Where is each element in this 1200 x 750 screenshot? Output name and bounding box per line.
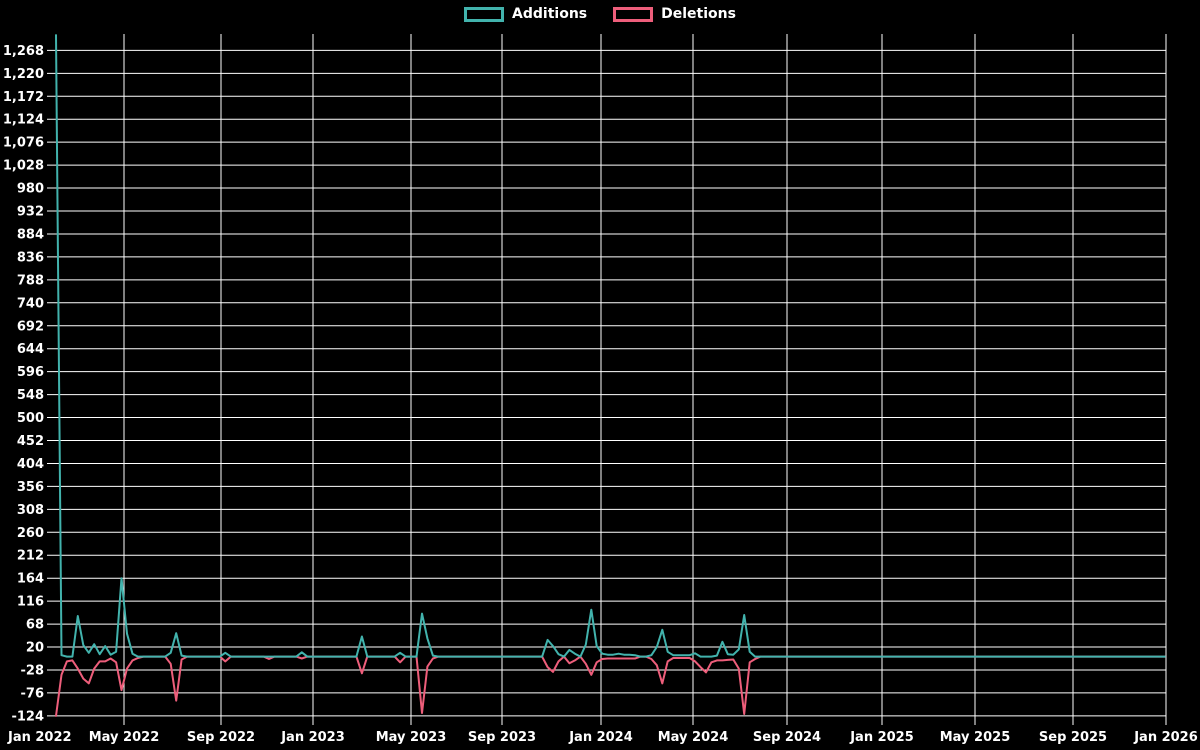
y-tick-label: 596 [17,365,44,380]
x-tick-label: Jan 2025 [849,730,914,745]
y-tick-label: 884 [17,227,44,242]
y-tick-label: 356 [17,480,44,495]
y-tick-label: 260 [17,526,44,541]
x-tick-label: Jan 2024 [568,730,633,745]
x-tick-label: Jan 2026 [1133,730,1198,745]
y-tick-label: 980 [17,182,44,197]
y-tick-label: 548 [17,388,44,403]
legend-item-deletions[interactable]: Deletions [613,6,736,22]
y-tick-label: 68 [26,618,44,633]
y-tick-label: 404 [17,457,44,472]
y-tick-label: 644 [17,342,44,357]
y-tick-label: 116 [17,595,44,610]
y-tick-label: 500 [17,411,44,426]
y-tick-label: 212 [17,549,44,564]
y-tick-label: 788 [17,273,44,288]
y-tick-label: -76 [21,686,45,701]
y-tick-label: 740 [17,296,44,311]
x-tick-label: May 2025 [940,730,1011,745]
y-tick-label: -28 [21,663,45,678]
y-tick-label: -124 [11,709,44,724]
x-tick-label: Jan 2022 [7,730,72,745]
y-tick-label: 692 [17,319,44,334]
legend-item-additions[interactable]: Additions [464,6,587,22]
chart-legend: Additions Deletions [0,6,1200,22]
legend-label-deletions: Deletions [661,6,736,22]
x-tick-label: Sep 2025 [1039,730,1107,745]
y-tick-label: 308 [17,503,44,518]
additions-swatch-icon [464,6,505,22]
legend-label-additions: Additions [512,6,588,22]
x-tick-label: May 2022 [89,730,160,745]
y-tick-label: 1,124 [3,113,44,128]
y-tick-label: 1,076 [3,136,44,151]
x-tick-label: May 2024 [658,730,729,745]
x-tick-label: May 2023 [376,730,447,745]
y-tick-label: 452 [17,434,44,449]
x-tick-label: Sep 2024 [753,730,821,745]
y-tick-label: 164 [17,572,44,587]
additions-line [55,34,1166,658]
deletions-swatch-icon [613,6,654,22]
y-tick-label: 1,220 [3,67,44,82]
y-tick-label: 1,268 [3,44,44,59]
y-tick-label: 932 [17,205,44,220]
y-tick-label: 20 [26,641,44,656]
deletions-line [55,655,1166,717]
x-tick-label: Sep 2023 [468,730,536,745]
y-tick-label: 836 [17,250,44,265]
y-tick-label: 1,028 [3,159,44,174]
y-tick-label: 1,172 [3,90,44,105]
x-tick-label: Sep 2022 [187,730,255,745]
x-tick-label: Jan 2023 [280,730,345,745]
